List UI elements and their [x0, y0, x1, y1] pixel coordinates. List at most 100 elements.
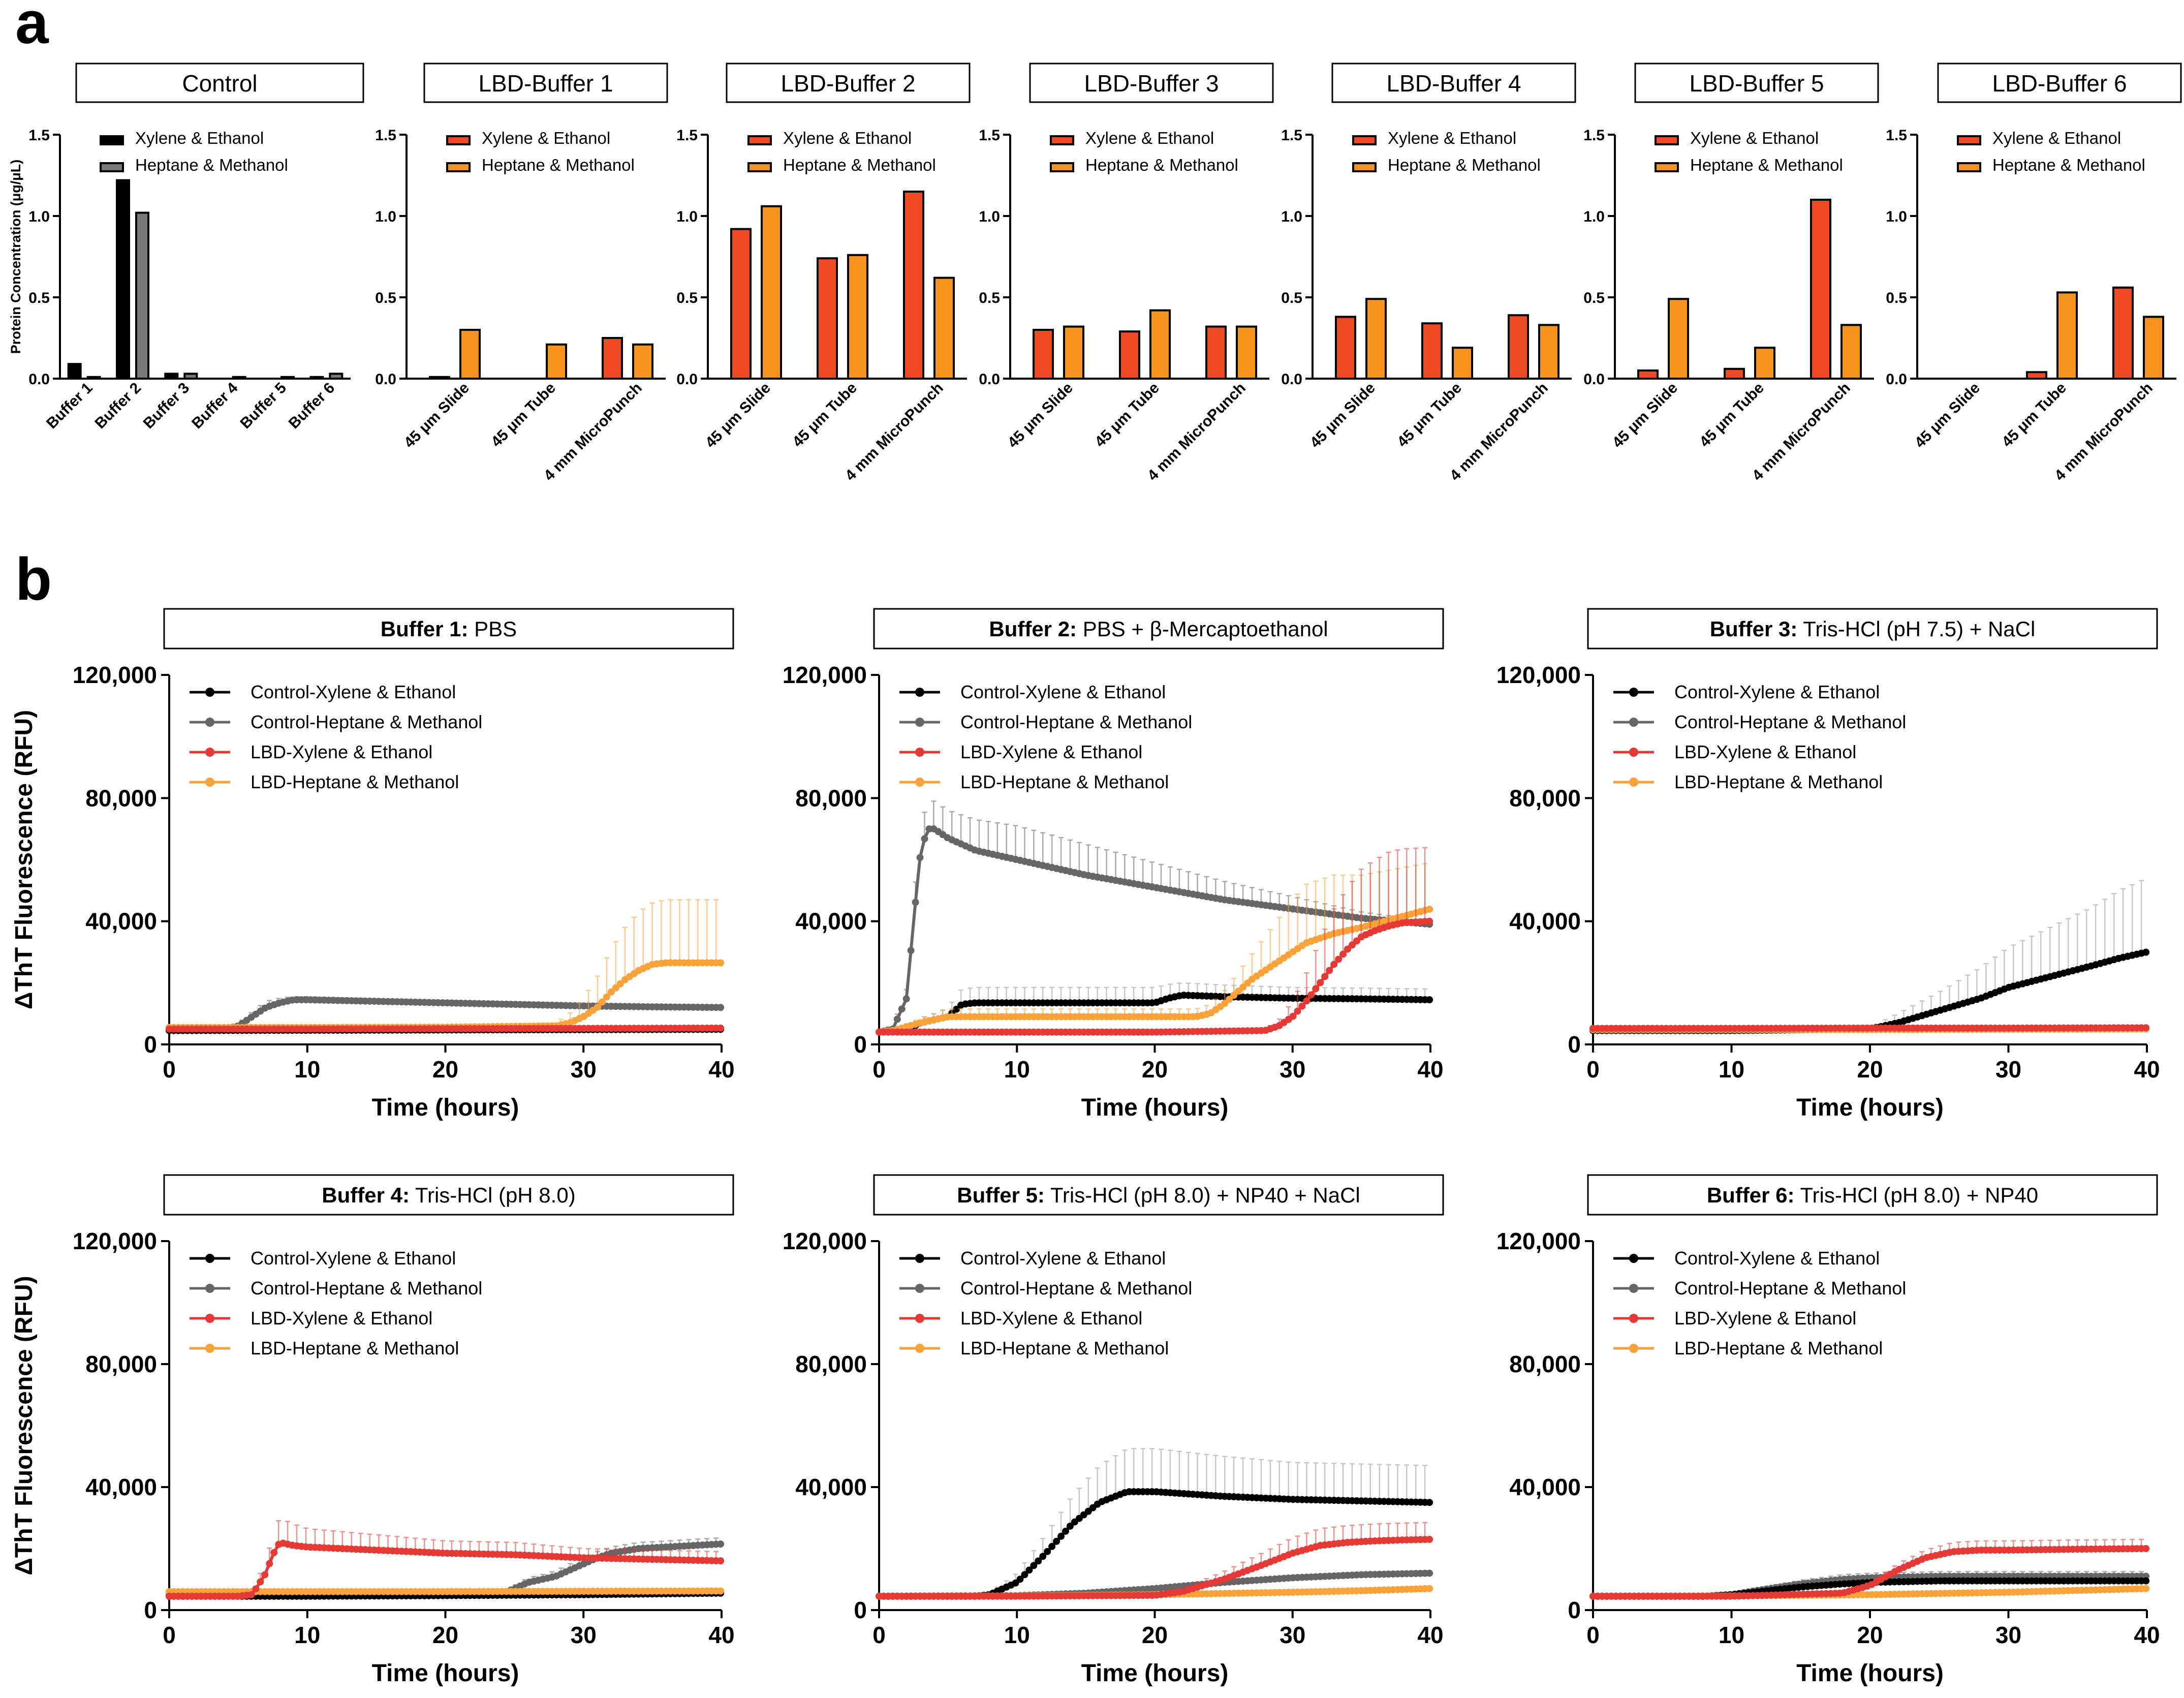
y-tick-label: 0 [144, 1597, 157, 1623]
bar [459, 329, 481, 380]
category-label: Buffer 1 [43, 380, 96, 432]
legend-swatch [747, 135, 772, 145]
category-label: 45 μm Slide [1005, 380, 1076, 451]
y-tick-label: 0 [144, 1031, 157, 1058]
data-point [1239, 983, 1247, 991]
legend-marker [205, 1314, 214, 1323]
data-point [1235, 987, 1242, 995]
data-point [1303, 997, 1311, 1005]
data-point [1426, 1569, 1433, 1577]
bar [817, 257, 838, 380]
chart-title-box [1029, 63, 1274, 103]
data-point [1426, 905, 1433, 913]
data-point [1353, 937, 1360, 945]
data-point [1426, 1535, 1433, 1543]
legend-label: LBD-Heptane & Methanol [960, 771, 1169, 792]
category-label: 4 mm MicroPunch [1144, 380, 1249, 484]
x-axis-label: Time (hours) [1796, 1094, 1944, 1121]
legend-label: LBD-Heptane & Methanol [1674, 1338, 1883, 1359]
y-tick-label: 1.5 [676, 127, 698, 144]
legend-marker [1629, 1254, 1638, 1263]
chart-title: LBD-Buffer 2 [781, 70, 915, 97]
data-point [2142, 1585, 2150, 1592]
y-axis-label: Protein Concentration (μg/μL) [8, 160, 23, 354]
data-point [1021, 1571, 1028, 1579]
bar [632, 343, 653, 380]
legend-label: Xylene & Ethanol [482, 129, 610, 147]
chart-title-rest: Tris-HCl (pH 8.0) [410, 1183, 576, 1207]
legend-label: Control-Heptane & Methanol [251, 712, 482, 732]
bar [232, 376, 246, 380]
legend-marker [915, 1284, 924, 1293]
data-point [1298, 1002, 1306, 1010]
y-axis-label: ΔThT Fluorescence (RFU) [11, 710, 38, 1009]
y-tick-label: 1.5 [375, 127, 396, 144]
data-point [1057, 1532, 1065, 1540]
legend-marker [205, 1284, 214, 1293]
data-point [1030, 1562, 1038, 1569]
bar [67, 363, 82, 380]
chart-title: LBD-Buffer 4 [1386, 70, 1521, 97]
data-point [603, 993, 610, 1001]
x-tick-label: 30 [571, 1056, 597, 1083]
legend-label: LBD-Heptane & Methanol [251, 1338, 459, 1359]
data-point [2142, 1024, 2150, 1032]
bar [1119, 330, 1140, 380]
bar [1637, 369, 1659, 380]
y-tick-label: 80,000 [795, 1351, 867, 1377]
line-chart-4: Buffer 4: Tris-HCl (pH 8.0) 0 40,000 80,000… [11, 1174, 735, 1687]
legend-label: Heptane & Methanol [783, 156, 936, 174]
data-point [1426, 996, 1433, 1004]
data-point [1294, 1007, 1301, 1015]
y-tick-label: 120,000 [73, 1228, 157, 1254]
y-tick-label: 120,000 [73, 662, 157, 688]
legend-label: LBD-Heptane & Methanol [1674, 771, 1883, 792]
x-tick-label: 40 [708, 1622, 734, 1648]
y-tick-label: 80,000 [1509, 785, 1581, 811]
legend-label: Xylene & Ethanol [1388, 129, 1516, 147]
legend-label: Control-Xylene & Ethanol [960, 1248, 1166, 1269]
series-markers [1589, 948, 2150, 1034]
x-tick-label: 30 [1280, 1622, 1305, 1648]
bar-chart-7: LBD-Buffer 6 0.0 0.5 1.0 1.5 45 μm Slide 45 μm… [1886, 63, 2182, 484]
data-point [717, 1587, 725, 1595]
legend-swatch [1050, 135, 1074, 145]
data-point [2142, 948, 2150, 956]
chart-title: LBD-Buffer 6 [1992, 70, 2127, 97]
series-markers [876, 905, 1433, 1036]
error-bars [994, 1448, 1428, 1591]
x-tick-label: 40 [2134, 1056, 2160, 1083]
series-markers [166, 1587, 725, 1595]
bar [1335, 316, 1356, 380]
chart-title-box [1331, 63, 1576, 103]
bar [1149, 309, 1171, 380]
y-tick-label: 40,000 [795, 1474, 867, 1500]
bar-chart-4: LBD-Buffer 3 0.0 0.5 1.0 1.5 45 μm Slide 45 μm… [979, 63, 1274, 484]
data-point [1330, 961, 1338, 968]
data-point [1221, 1000, 1229, 1007]
legend-label: Control-Xylene & Ethanol [1674, 682, 1880, 702]
y-tick-label: 0.0 [676, 371, 698, 388]
bar [1810, 199, 1831, 380]
data-point [1321, 973, 1329, 980]
legend-label: Xylene & Ethanol [1992, 129, 2121, 147]
x-tick-label: 20 [432, 1056, 458, 1083]
bar [1668, 298, 1689, 380]
bar [309, 376, 324, 380]
legend-label: LBD-Heptane & Methanol [960, 1338, 1169, 1359]
legend-swatch [446, 135, 471, 145]
x-tick-label: 30 [1280, 1056, 1305, 1083]
bar-chart-1: Control 0.0 0.5 1.0 1.5 Protein Concentration… [8, 63, 364, 432]
legend-label: LBD-Heptane & Methanol [251, 771, 459, 792]
legend-marker [205, 1344, 214, 1353]
data-point [1048, 1542, 1056, 1550]
series-markers [166, 1539, 725, 1600]
legend-label: Control-Xylene & Ethanol [960, 682, 1166, 702]
y-tick-label: 0.5 [676, 290, 698, 306]
y-tick-label: 40,000 [1509, 1474, 1581, 1500]
chart-title-box [873, 1174, 1444, 1216]
legend-marker [205, 718, 214, 727]
y-tick-label: 1.0 [28, 208, 50, 225]
x-tick-label: 10 [1004, 1056, 1030, 1083]
chart-title-bold: Buffer 5: [957, 1183, 1045, 1207]
